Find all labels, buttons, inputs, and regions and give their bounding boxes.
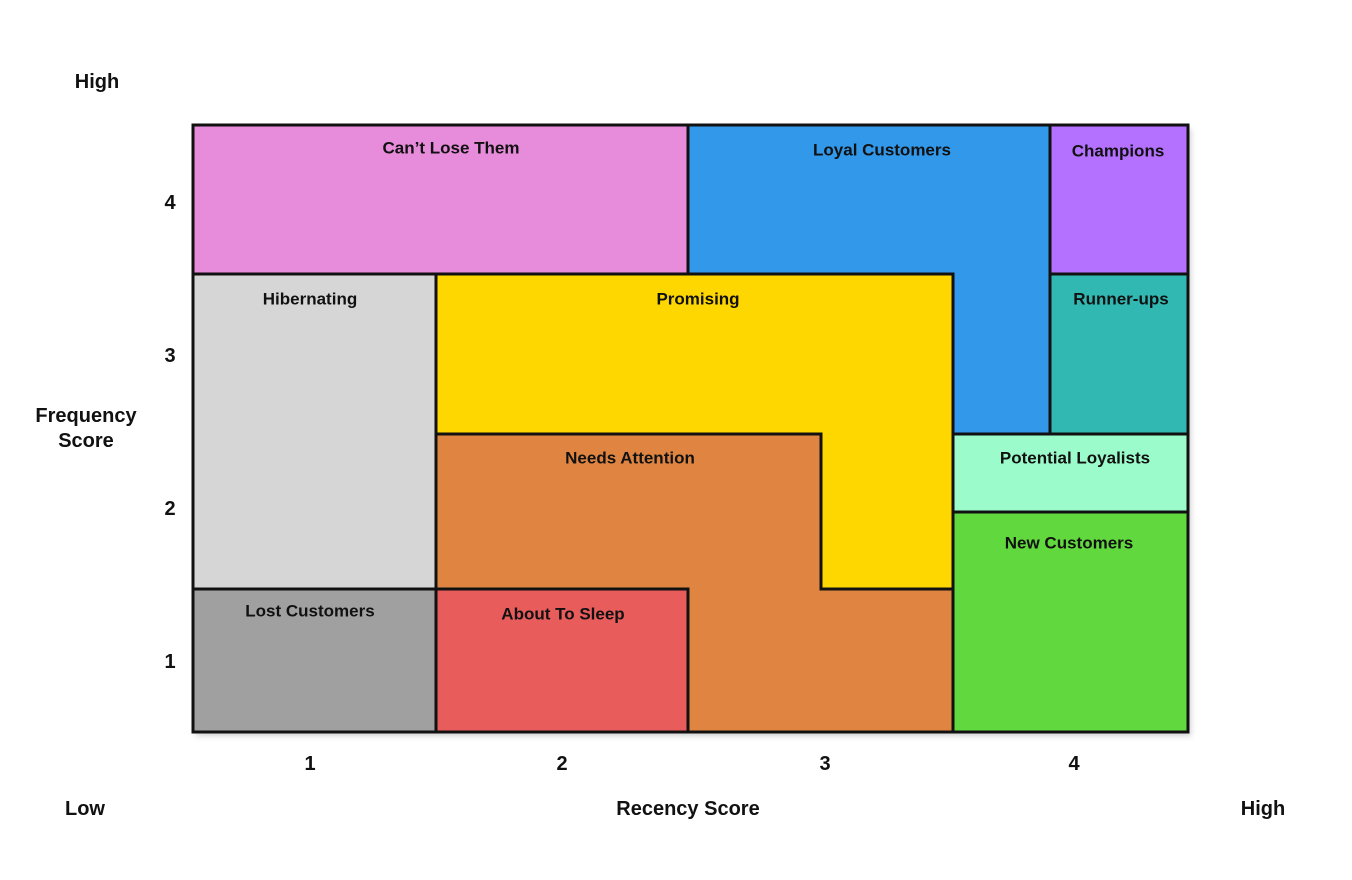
y-tick-1: 1	[164, 651, 176, 673]
x-tick-4: 4	[1068, 753, 1080, 775]
y-tick-3: 3	[164, 345, 176, 367]
x-tick-2: 2	[556, 753, 568, 775]
segment-label-about-to-sleep: About To Sleep	[501, 604, 624, 623]
segment-potential-loyalists	[951, 432, 1190, 514]
segment-label-lost-customers: Lost Customers	[245, 601, 374, 620]
segment-label-potential-loyalists: Potential Loyalists	[1000, 448, 1150, 467]
x-axis-low-label: Low	[65, 798, 105, 820]
segment-new-customers	[951, 510, 1190, 734]
segment-about-to-sleep	[434, 587, 690, 734]
segment-hibernating	[191, 272, 438, 591]
x-axis-title: Recency Score	[616, 798, 760, 820]
y-axis-title: Frequency Score	[35, 405, 137, 452]
segment-label-cant-lose-them: Can’t Lose Them	[383, 138, 520, 157]
y-tick-4: 4	[164, 192, 176, 214]
segment-label-champions: Champions	[1072, 141, 1165, 160]
y-axis-high-label: High	[74, 71, 120, 93]
x-tick-3: 3	[819, 753, 831, 775]
segment-label-needs-attention: Needs Attention	[565, 448, 695, 467]
segment-label-runner-ups: Runner-ups	[1073, 289, 1168, 308]
segment-label-promising: Promising	[656, 289, 739, 308]
x-tick-1: 1	[304, 753, 316, 775]
segment-label-hibernating: Hibernating	[263, 289, 357, 308]
y-tick-2: 2	[164, 498, 176, 520]
segment-label-new-customers: New Customers	[1005, 533, 1133, 552]
segment-label-loyal-customers: Loyal Customers	[813, 140, 951, 159]
x-axis-high-label: High	[1240, 798, 1286, 820]
